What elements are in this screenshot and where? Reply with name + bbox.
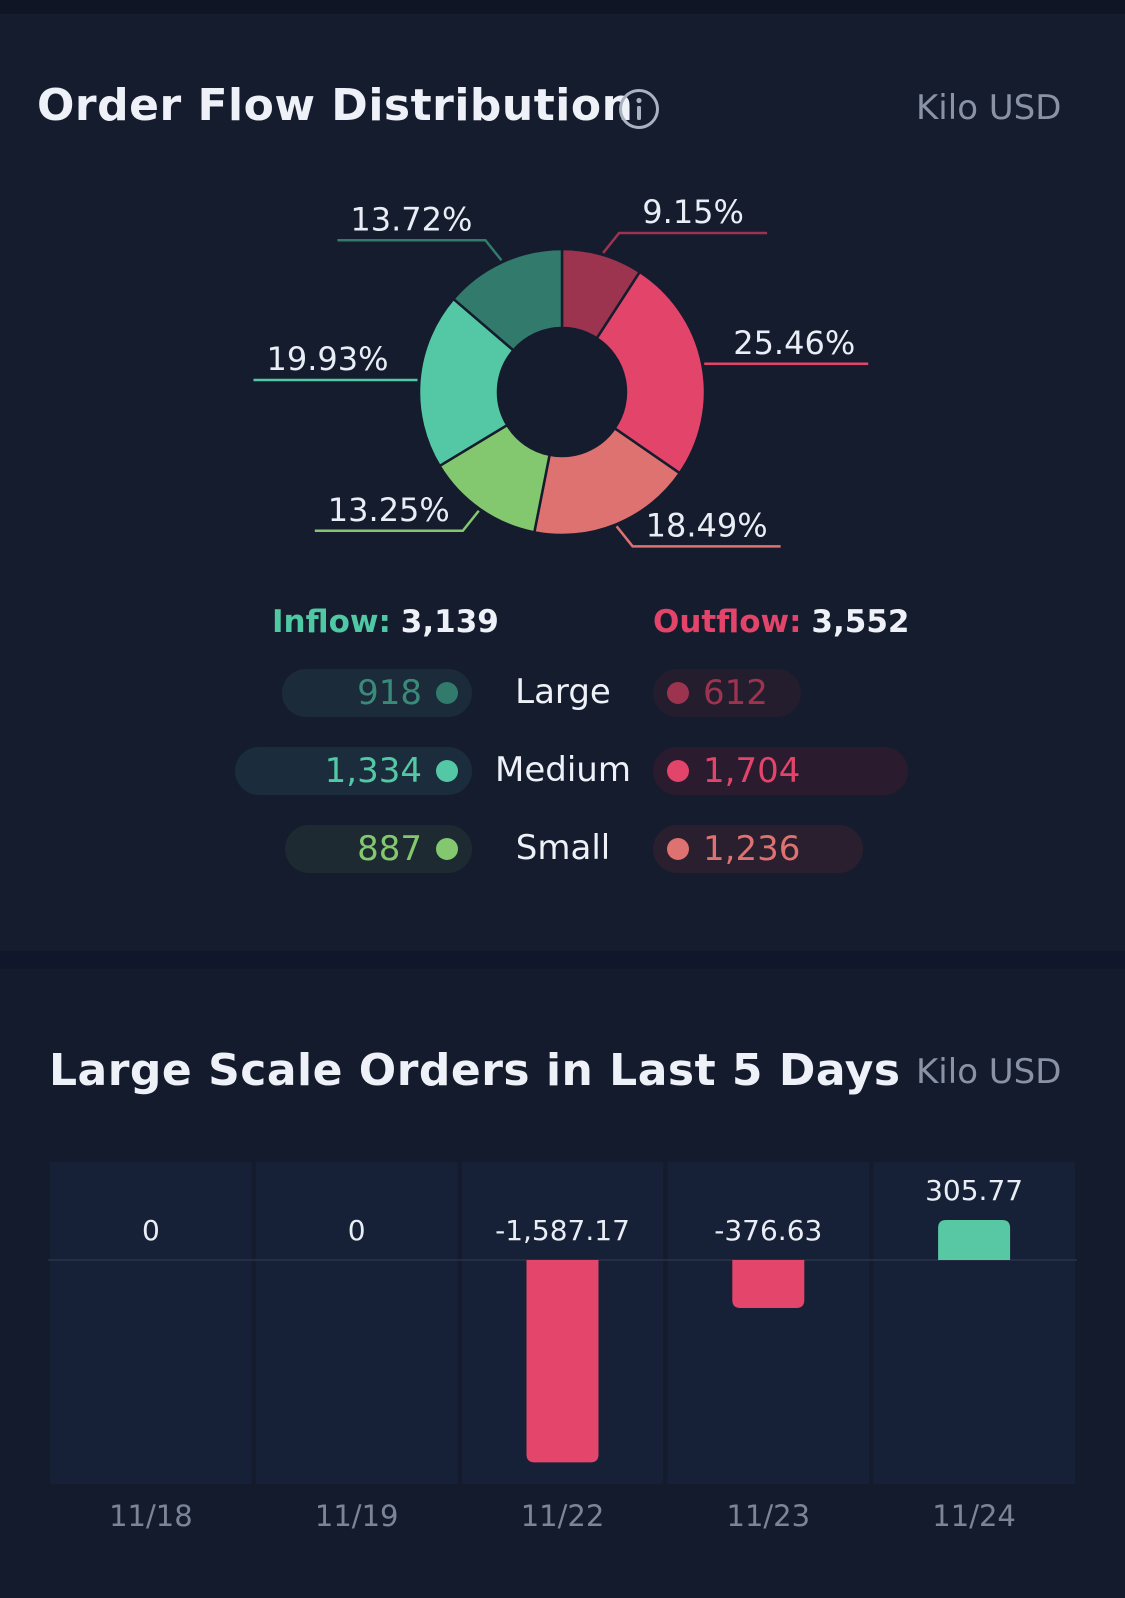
donut-slice-outflow-small[interactable] <box>532 426 682 537</box>
card-separator <box>0 951 1125 969</box>
inflow-label: Inflow: <box>272 604 391 640</box>
inflow-medium-value: 1,334 <box>324 751 422 791</box>
large-orders-unit-label: Kilo USD <box>916 1052 1062 1092</box>
x-tick-label: 11/19 <box>315 1499 399 1533</box>
top-strip <box>0 0 1125 14</box>
large-orders-title: Large Scale Orders in Last 5 Days <box>49 1045 901 1096</box>
bar-11-22[interactable] <box>526 1260 599 1463</box>
order-flow-donut-chart: 9.15% 25.46% 18.49% 13.25% 19.93% 13.72% <box>253 193 869 548</box>
distribution-unit-label: Kilo USD <box>916 88 1062 128</box>
x-tick-label: 11/23 <box>727 1499 811 1533</box>
outflow-value: 3,552 <box>811 604 910 640</box>
bar-11-24[interactable] <box>938 1220 1011 1260</box>
bar-11-23[interactable] <box>732 1260 805 1309</box>
inflow-value: 3,139 <box>400 604 499 640</box>
outflow-small-dot <box>667 838 689 860</box>
outflow-medium-dot <box>667 760 689 782</box>
outflow-large-value: 612 <box>703 673 768 713</box>
inflow-total: Inflow: 3,139 <box>272 604 499 640</box>
inflow-large-dot <box>436 682 458 704</box>
inflow-medium-pill: 1,334 <box>235 747 472 795</box>
bar-column-bg <box>667 1162 870 1484</box>
bar-column-bg <box>255 1162 458 1484</box>
outflow-medium-pill: 1,704 <box>653 747 908 795</box>
donut-leader-outflow-small <box>615 525 781 548</box>
row-label-medium: Medium <box>495 750 631 790</box>
bar-column-bg <box>873 1162 1075 1484</box>
distribution-title: Order Flow Distribution <box>37 80 634 131</box>
outflow-small-value: 1,236 <box>703 829 801 869</box>
info-icon[interactable] <box>618 88 660 130</box>
donut-label-inflow-medium: 19.93% <box>266 340 388 378</box>
large-orders-bar-chart: 0 11/18 0 11/19 -1,587.17 11/22 -376.63 11/23 30… <box>48 1162 1077 1533</box>
donut-leader-outflow-large <box>602 231 768 254</box>
x-tick-label: 11/18 <box>109 1499 193 1533</box>
inflow-large-pill: 918 <box>282 669 472 717</box>
donut-label-outflow-medium: 25.46% <box>733 324 855 362</box>
row-label-large: Large <box>515 672 611 712</box>
bar-value-label: 0 <box>348 1214 366 1247</box>
donut-label-inflow-large: 13.72% <box>350 200 472 238</box>
outflow-medium-value: 1,704 <box>703 751 801 791</box>
bar-column-bg <box>50 1162 252 1484</box>
donut-slice-outflow-medium[interactable] <box>595 270 707 475</box>
donut-label-outflow-small: 18.49% <box>646 506 768 544</box>
inflow-small-value: 887 <box>357 829 422 869</box>
row-label-small: Small <box>515 828 611 868</box>
inflow-large-value: 918 <box>357 673 422 713</box>
inflow-small-dot <box>436 838 458 860</box>
donut-leader-inflow-small <box>314 509 480 533</box>
donut-slice-inflow-medium[interactable] <box>417 297 516 468</box>
inflow-medium-dot <box>436 760 458 782</box>
inflow-small-pill: 887 <box>285 825 472 873</box>
donut-leader-inflow-large <box>337 239 503 262</box>
bar-value-label: 305.77 <box>925 1174 1023 1207</box>
outflow-label: Outflow: <box>653 604 802 640</box>
bar-value-label: -1,587.17 <box>495 1214 630 1247</box>
donut-slice-inflow-large[interactable] <box>451 247 564 353</box>
donut-label-outflow-large: 9.15% <box>642 193 744 231</box>
outflow-large-dot <box>667 682 689 704</box>
bar-value-label: 0 <box>142 1214 160 1247</box>
outflow-large-pill: 612 <box>653 669 801 717</box>
outflow-small-pill: 1,236 <box>653 825 863 873</box>
x-tick-label: 11/22 <box>521 1499 605 1533</box>
x-tick-label: 11/24 <box>932 1499 1016 1533</box>
outflow-total: Outflow: 3,552 <box>653 604 909 640</box>
bar-value-label: -376.63 <box>714 1214 822 1247</box>
donut-label-inflow-small: 13.25% <box>328 491 450 529</box>
